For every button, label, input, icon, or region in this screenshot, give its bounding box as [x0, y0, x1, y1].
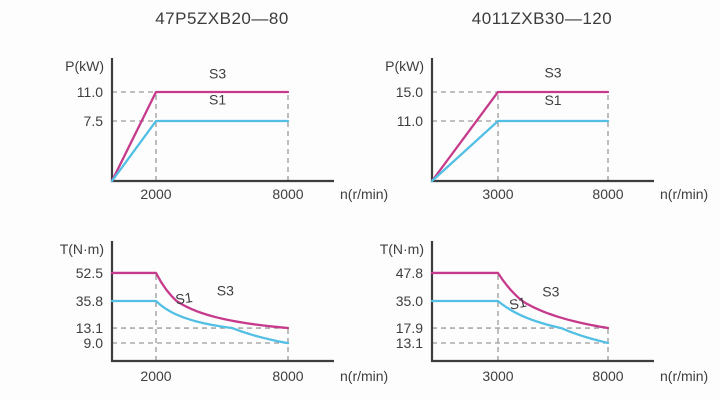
x-axis-label: n(r/min) — [340, 368, 388, 384]
power-chart-4011ZXB30-120: S3 S1 P(kW) 15.0 11.0 3000 8000 n(r/min) — [385, 58, 708, 202]
torque-chart-right: S3 S1 T(N·m) 47.8 35.0 17.9 13.1 3000 8000 n(r/mi… — [320, 233, 720, 395]
x-tick-label: 3000 — [482, 186, 513, 202]
x-tick-label: 3000 — [482, 368, 513, 384]
y-axis-label: T(N·m) — [380, 241, 424, 257]
y-tick-label: 35.0 — [396, 293, 423, 309]
axes — [110, 241, 334, 363]
y-tick-label: 52.5 — [76, 265, 103, 281]
series-line-s1 — [110, 119, 290, 183]
y-axis-label: P(kW) — [385, 58, 424, 74]
series-label-s3: S3 — [542, 284, 559, 300]
x-tick-label: 8000 — [592, 368, 623, 384]
y-tick-label: 47.8 — [396, 265, 423, 281]
model-title-right: 4011ZXB30—120 — [471, 9, 613, 28]
series-label-s1: S1 — [209, 91, 226, 107]
torque-chart-47P5ZXB20-80: S3 S1 T(N·m) 52.5 35.8 13.19.0 2000 8000 n(r/min… — [60, 241, 388, 384]
axes — [430, 58, 654, 183]
y-axis-label: T(N·m) — [60, 241, 104, 257]
y-tick-label: 9.0 — [84, 335, 104, 351]
series-line-s3 — [110, 271, 290, 330]
y-tick-label: 7.5 — [84, 113, 104, 129]
axes — [430, 241, 654, 363]
y-tick-label: 13.1 — [76, 320, 103, 336]
y-tick-label: 11.0 — [397, 113, 423, 129]
x-tick-label: 2000 — [140, 186, 171, 202]
y-axis-label: P(kW) — [65, 58, 104, 74]
series-label-s3: S3 — [544, 64, 561, 80]
series-line-s3 — [430, 90, 610, 183]
x-axis-label: n(r/min) — [660, 368, 708, 384]
series-line-s1 — [110, 299, 290, 345]
x-tick-label: 8000 — [272, 368, 303, 384]
x-axis-label: n(r/min) — [340, 186, 388, 202]
series-label-s1: S1 — [544, 92, 561, 108]
series-line-s1 — [430, 119, 610, 183]
y-tick-label: 17.9 — [396, 320, 423, 336]
torque-chart-left: S3 S1 T(N·m) 52.5 35.8 13.1 9.0 2000 8000 n(r/min… — [0, 233, 400, 395]
x-tick-label: 2000 — [140, 368, 171, 384]
series-line-s3 — [110, 90, 290, 183]
torque-chart-4011ZXB30-120: S3 S1 T(N·m) 47.8 35.0 17.913.1 3000 8000 n(r/mi… — [380, 241, 708, 384]
series-label-s1: S1 — [508, 294, 528, 313]
y-tick-label: 15.0 — [396, 84, 423, 100]
y-tick-label: 35.8 — [76, 293, 103, 309]
x-tick-label: 8000 — [592, 186, 623, 202]
series-label-s3: S3 — [209, 65, 226, 81]
series-line-s3 — [430, 271, 610, 330]
x-tick-label: 8000 — [272, 186, 303, 202]
power-chart-47P5ZXB20-80: S3 S1 P(kW) 11.0 7.5 2000 8000 n(r/min) — [65, 58, 388, 202]
model-title-left: 47P5ZXB20—80 — [155, 9, 289, 28]
y-tick-label: 13.1 — [396, 335, 423, 351]
y-tick-label: 11.0 — [77, 84, 103, 100]
power-chart-left: S3 S1 P(kW) 11.0 7.5 2000 8000 n(r/min) — [0, 48, 400, 204]
series-label-s3: S3 — [217, 283, 234, 299]
x-axis-label: n(r/min) — [660, 186, 708, 202]
series-label-s1: S1 — [174, 289, 193, 307]
power-chart-right: S3 S1 P(kW) 15.0 11.0 3000 8000 n(r/min) — [320, 48, 720, 204]
series-line-s1 — [430, 299, 610, 345]
